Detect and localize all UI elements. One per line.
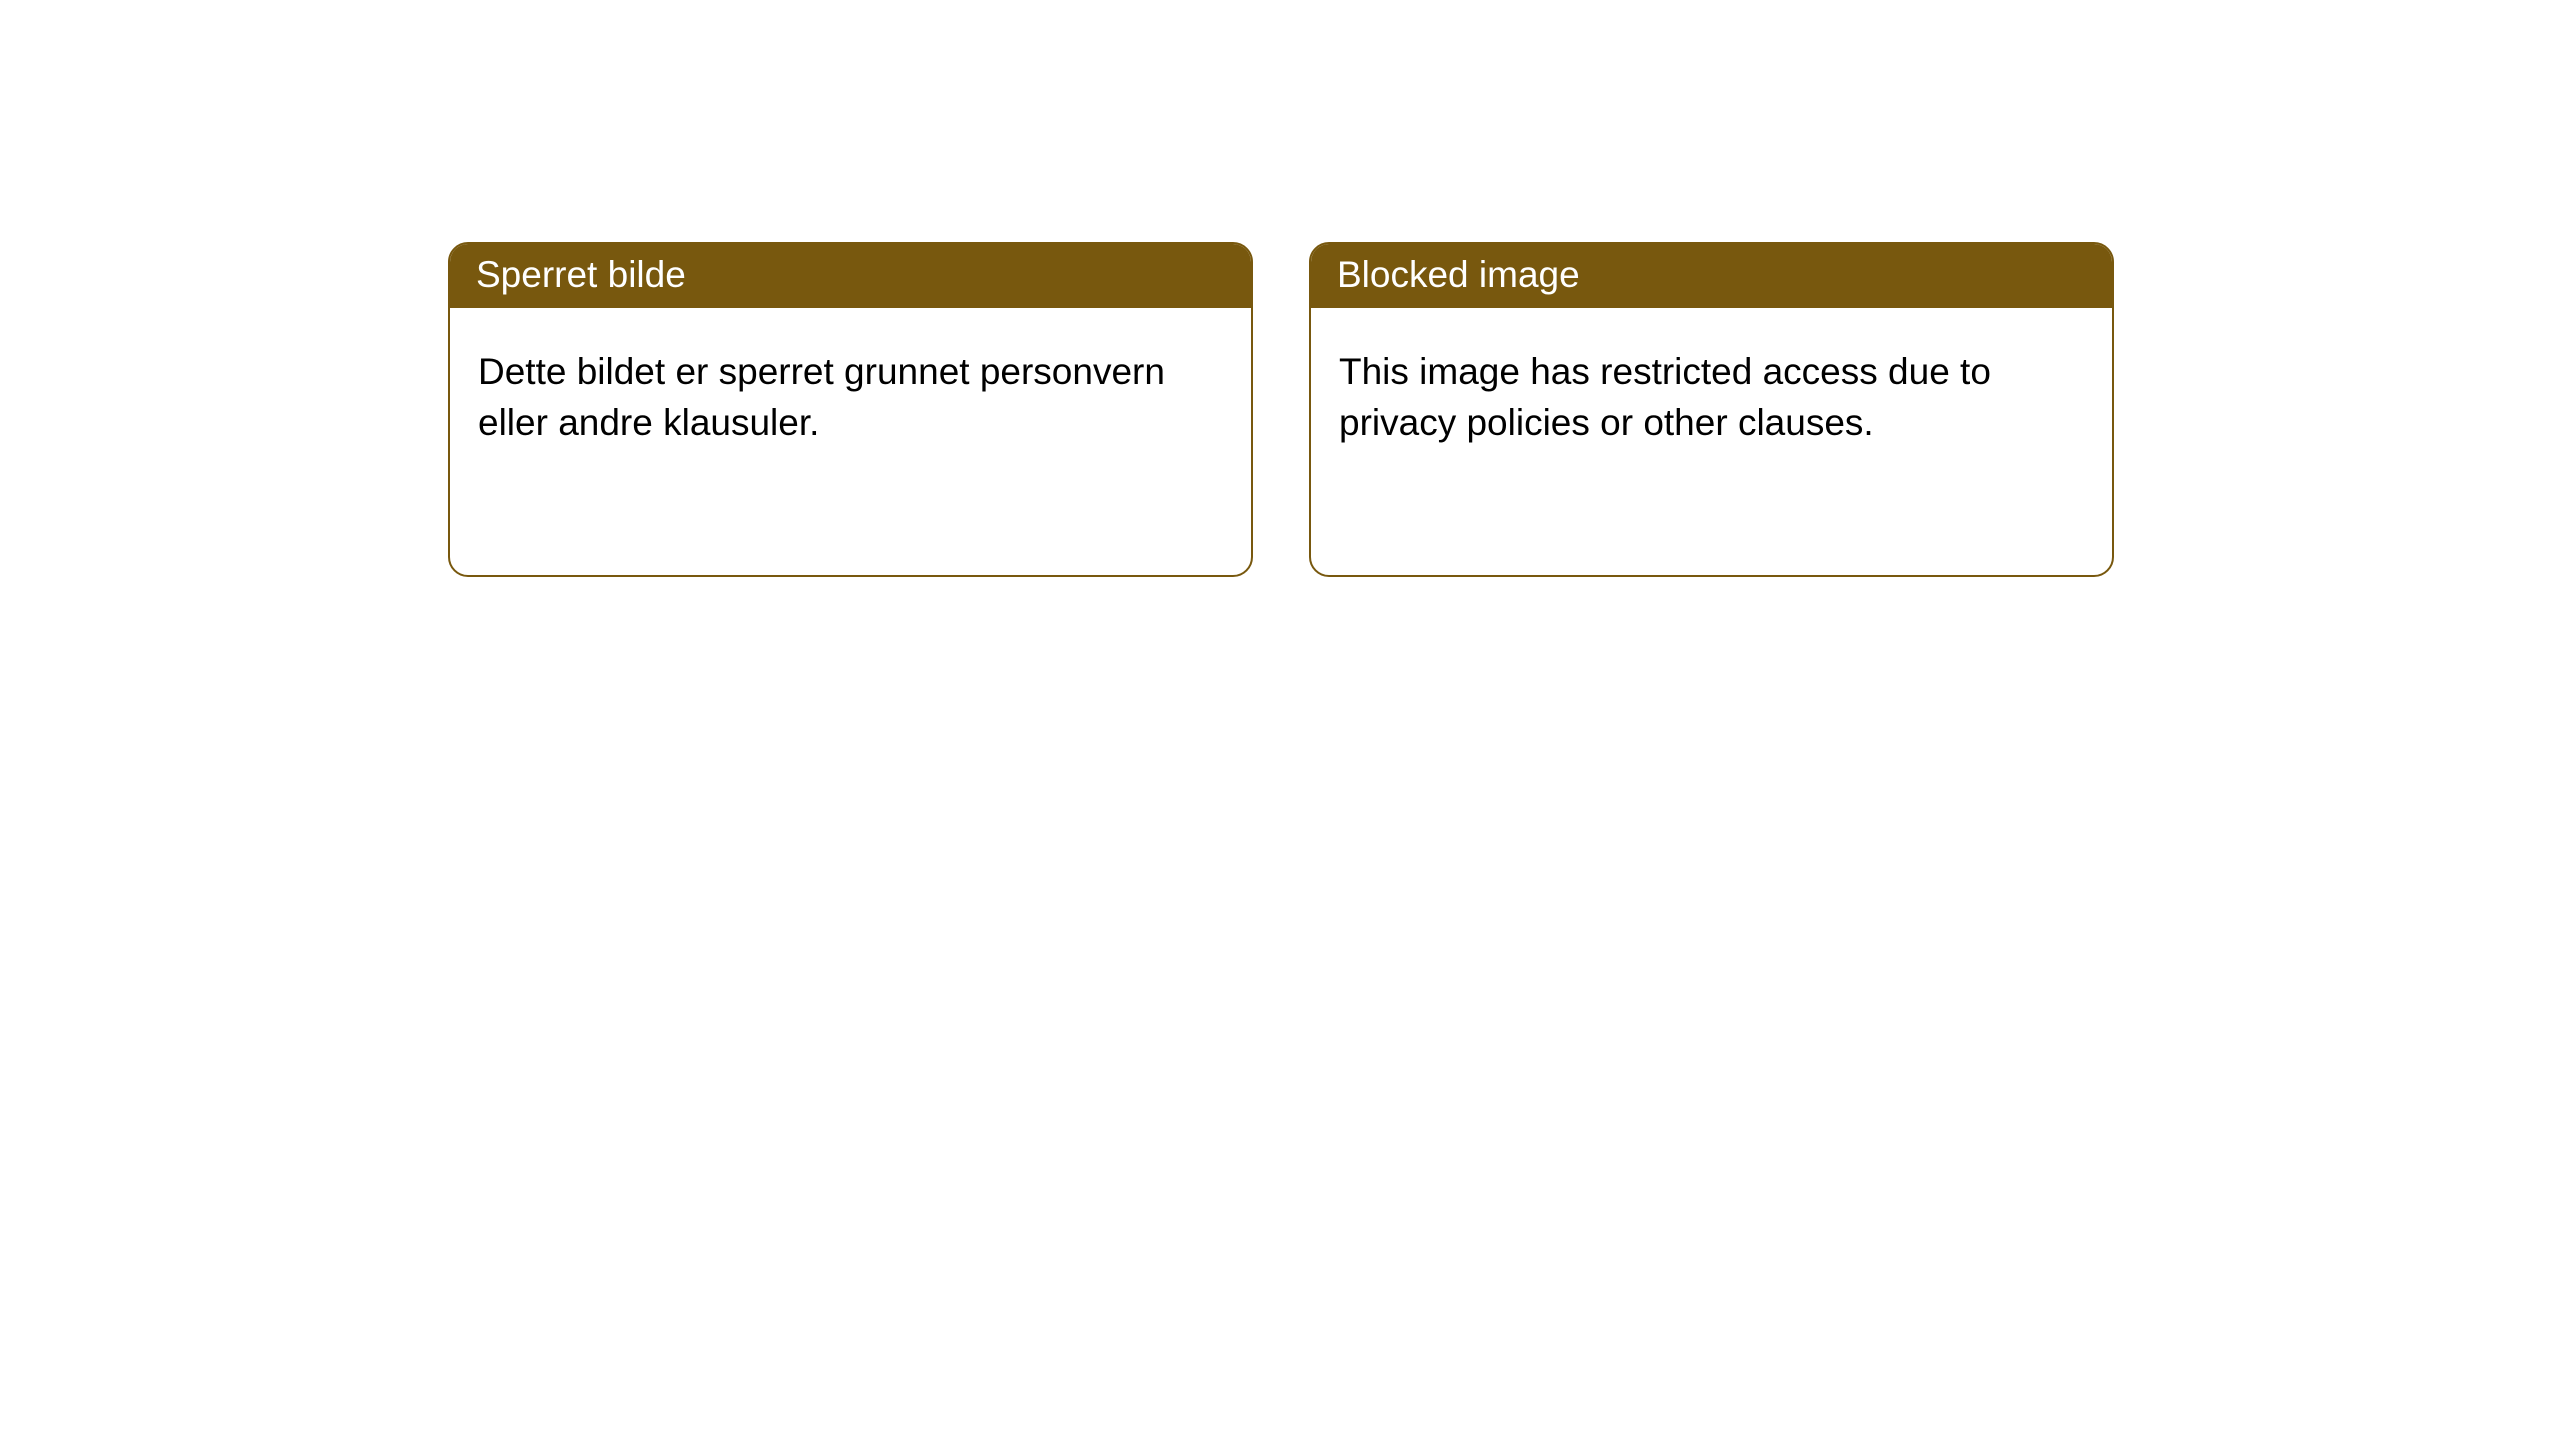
card-header: Sperret bilde xyxy=(450,244,1251,308)
card-body: This image has restricted access due to … xyxy=(1311,308,2112,486)
card-header: Blocked image xyxy=(1311,244,2112,308)
blocked-image-card-en: Blocked image This image has restricted … xyxy=(1309,242,2114,577)
blocked-image-card-no: Sperret bilde Dette bildet er sperret gr… xyxy=(448,242,1253,577)
cards-container: Sperret bilde Dette bildet er sperret gr… xyxy=(0,0,2560,577)
card-body: Dette bildet er sperret grunnet personve… xyxy=(450,308,1251,486)
